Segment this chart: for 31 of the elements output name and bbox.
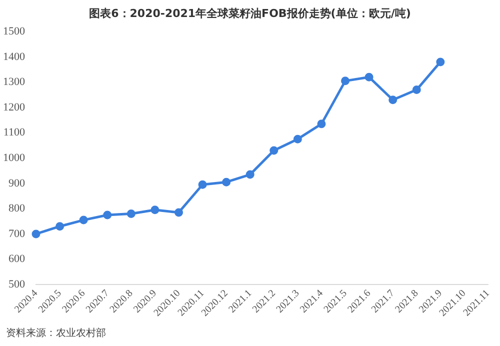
- y-tick-label: 900: [8, 177, 26, 190]
- y-tick-label: 1100: [3, 126, 26, 139]
- y-tick-label: 600: [8, 253, 26, 266]
- y-tick-label: 1200: [3, 101, 26, 114]
- point: [150, 206, 160, 214]
- point: [79, 216, 88, 224]
- point: [293, 134, 302, 144]
- point: [56, 222, 64, 231]
- y-tick-label: 1000: [3, 152, 26, 164]
- y-tick-label: 1300: [3, 76, 26, 88]
- text: 资料来源：农业农村部: [6, 326, 106, 340]
- y-tick-label: 500: [8, 278, 26, 290]
- point: [174, 208, 183, 217]
- point: [341, 76, 350, 86]
- point: [32, 230, 40, 238]
- point: [317, 120, 326, 128]
- point: [198, 180, 207, 189]
- point: [412, 86, 421, 94]
- point: [103, 210, 112, 220]
- point: [364, 72, 374, 82]
- point: [436, 58, 445, 66]
- point: [222, 178, 231, 186]
- point: [246, 170, 254, 179]
- point: [126, 209, 136, 218]
- y-tick-label: 1400: [3, 50, 26, 63]
- y-tick-label: 800: [8, 202, 26, 215]
- y-tick-label: 1500: [3, 25, 26, 38]
- y-tick-label: 700: [8, 228, 26, 240]
- point: [388, 96, 398, 104]
- chart-title: 图表6：2020-2021年全球菜籽油FOB报价走势(单位：欧元/吨): [88, 6, 412, 21]
- point: [270, 146, 278, 155]
